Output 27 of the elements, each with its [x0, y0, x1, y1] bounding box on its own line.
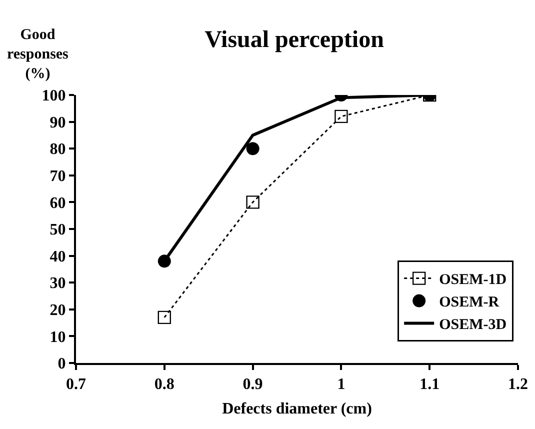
x-axis-title: Defects diameter (cm)	[222, 400, 372, 418]
y-axis-title: Good responses (%)	[7, 27, 69, 82]
x-tick-label: 1	[337, 376, 346, 394]
y-tick-label: 40	[50, 248, 66, 266]
x-tick-label: 1.2	[508, 376, 528, 394]
y-tick-label: 90	[50, 114, 66, 132]
y-tick-label: 0	[58, 356, 66, 373]
point	[334, 110, 348, 124]
y-tick-label: 50	[50, 222, 66, 239]
x-tick-label: 0.7	[66, 376, 86, 394]
y-tick-label: 10	[50, 328, 66, 346]
y-tick-label: 80	[50, 141, 66, 158]
point	[158, 310, 171, 324]
legend-label: OSEM-1D	[439, 272, 507, 288]
point	[246, 196, 260, 209]
legend-label: OSEM-3D	[439, 317, 507, 334]
y-tick-label: 20	[50, 302, 66, 319]
y-tick-label: 30	[50, 275, 66, 292]
y-tick-label: 60	[50, 194, 66, 212]
point	[246, 142, 260, 156]
x-tick-label: 0.8	[154, 376, 174, 394]
legend-label: OSEM-R	[439, 294, 500, 311]
chart-title: Visual perception	[204, 26, 384, 53]
x-tick-label: 1.1	[420, 376, 440, 394]
y-tick-label: 100	[42, 88, 66, 105]
x-tick-label: 0.9	[242, 376, 263, 394]
y-tick-label: 70	[50, 168, 66, 185]
